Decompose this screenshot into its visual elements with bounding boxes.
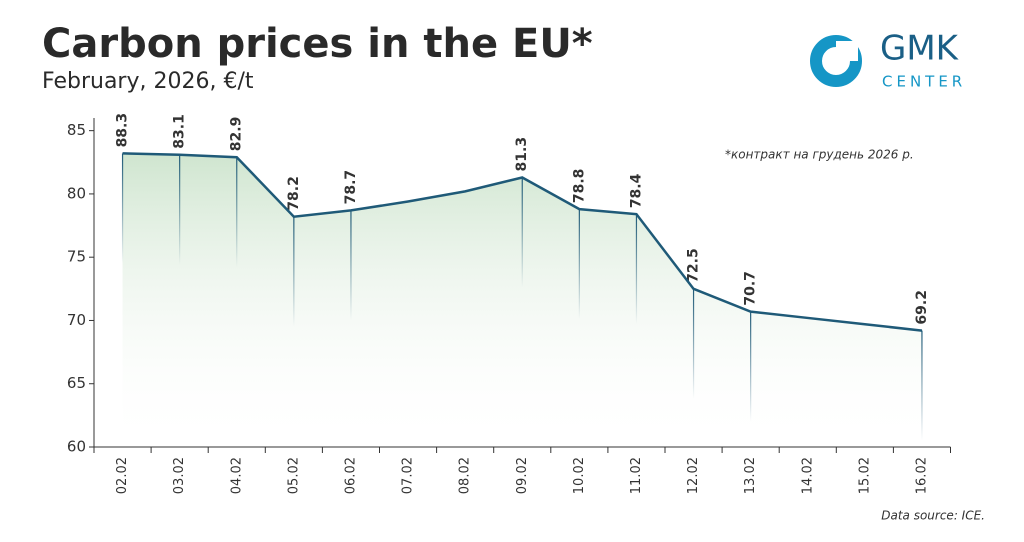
source: Data source: ICE. — [881, 509, 985, 523]
value-label: 83.1 — [172, 114, 188, 149]
drop-line — [921, 330, 923, 441]
drop-line — [692, 288, 695, 399]
y-tick-label: 70 — [67, 311, 86, 329]
value-label: 81.3 — [514, 137, 530, 172]
drop-line — [293, 216, 295, 327]
drop-line — [121, 153, 124, 264]
y-tick-label: 65 — [67, 374, 86, 392]
drop-line — [350, 210, 352, 321]
x-tick-label: 10.02 — [572, 457, 587, 494]
value-label: 70.7 — [743, 271, 759, 306]
line — [122, 152, 923, 332]
value-label: 69.2 — [914, 290, 930, 325]
y-tick-label: 85 — [67, 121, 86, 139]
logo-cut — [836, 41, 858, 61]
y-tick-label: 80 — [67, 184, 86, 202]
x-tick-label: 05.02 — [286, 457, 301, 494]
value-label: 88.3 — [115, 113, 131, 148]
value-label: 78.2 — [286, 176, 302, 211]
x-tick-label: 08.02 — [458, 457, 473, 494]
drop-line — [750, 311, 752, 422]
chart-subtitle: February, 2026, €/t — [42, 69, 254, 94]
x-tick-label: 07.02 — [401, 457, 416, 494]
x-tick-label: 09.02 — [515, 457, 530, 494]
drop-line — [578, 209, 580, 320]
x-tick-label: 15.02 — [857, 457, 872, 494]
drop-line — [236, 157, 238, 268]
x-tick-label: 11.02 — [629, 457, 644, 494]
note: *контракт на грудень 2026 р. — [725, 148, 914, 162]
x-tick-label: 16.02 — [914, 457, 929, 494]
drop-line — [635, 214, 638, 325]
area — [122, 153, 922, 447]
y-tick-label: 75 — [67, 248, 86, 266]
y-tick-label: 60 — [67, 438, 86, 456]
logo: GMK CENTER — [810, 29, 966, 91]
x-tick-label: 13.02 — [743, 457, 758, 494]
drop-line — [179, 154, 181, 265]
value-label: 78.8 — [571, 169, 587, 204]
value-label: 82.9 — [229, 117, 245, 152]
x-tick-label: 03.02 — [172, 457, 187, 494]
x-tick-label: 14.02 — [800, 457, 815, 494]
value-label: 78.4 — [628, 173, 644, 208]
x-tick-label: 02.02 — [115, 457, 130, 494]
x-tick-label: 12.02 — [686, 457, 701, 494]
chart-title: Carbon prices in the EU* — [42, 21, 593, 67]
logo-sub: CENTER — [882, 73, 966, 91]
value-label: 78.7 — [343, 170, 359, 205]
logo-name: GMK — [880, 29, 960, 69]
drop-line — [521, 177, 523, 288]
x-tick-label: 04.02 — [229, 457, 244, 494]
value-label: 72.5 — [686, 248, 702, 283]
x-tick-label: 06.02 — [343, 457, 358, 494]
